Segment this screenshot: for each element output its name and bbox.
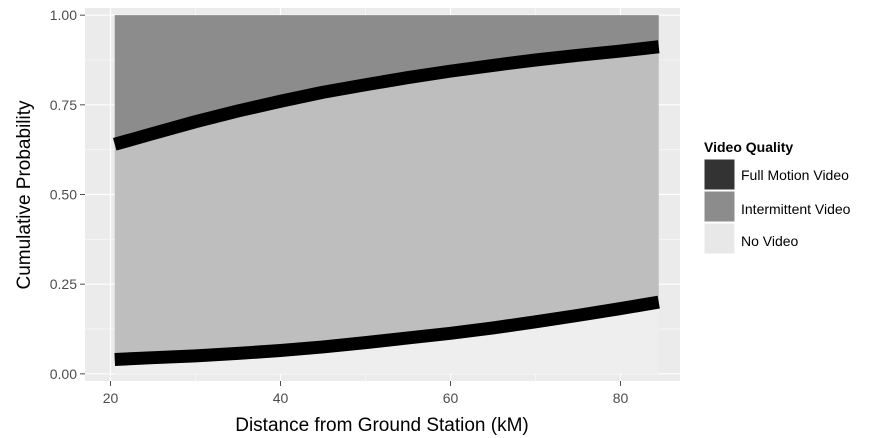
legend-key-intermittent-video bbox=[703, 190, 736, 223]
boundary-lines bbox=[112, 40, 660, 366]
band-intermittent bbox=[114, 46, 659, 360]
x-axis-title: Distance from Ground Station (kM) bbox=[235, 415, 529, 436]
boundary-line-lower bbox=[114, 295, 660, 366]
legend-key-no-video bbox=[703, 222, 736, 255]
y-tick-label: 0.75 bbox=[50, 97, 77, 113]
legend-title: Video Quality bbox=[704, 139, 793, 155]
x-axis: 20 40 60 80 bbox=[103, 381, 629, 406]
legend-label-full-motion-video: Full Motion Video bbox=[741, 167, 849, 183]
legend-label-no-video: No Video bbox=[741, 233, 799, 249]
y-tick-label: 0.00 bbox=[50, 366, 77, 382]
legend-label-intermittent-video: Intermittent Video bbox=[741, 201, 851, 217]
x-tick-label: 20 bbox=[103, 390, 119, 406]
x-tick-label: 40 bbox=[273, 390, 289, 406]
y-tick-label: 0.25 bbox=[50, 276, 77, 292]
legend-key-full-motion-video bbox=[703, 158, 736, 191]
legend: Video Quality Full Motion Video Intermit… bbox=[703, 139, 851, 255]
y-tick-label: 0.50 bbox=[50, 187, 77, 203]
x-tick-label: 80 bbox=[613, 390, 629, 406]
y-axis: 0.00 0.25 0.50 0.75 1.00 bbox=[50, 7, 85, 382]
y-tick-label: 1.00 bbox=[50, 7, 77, 23]
y-axis-title: Cumulative Probability bbox=[14, 100, 35, 290]
boundary-line-upper bbox=[112, 40, 660, 151]
x-tick-label: 60 bbox=[443, 390, 459, 406]
